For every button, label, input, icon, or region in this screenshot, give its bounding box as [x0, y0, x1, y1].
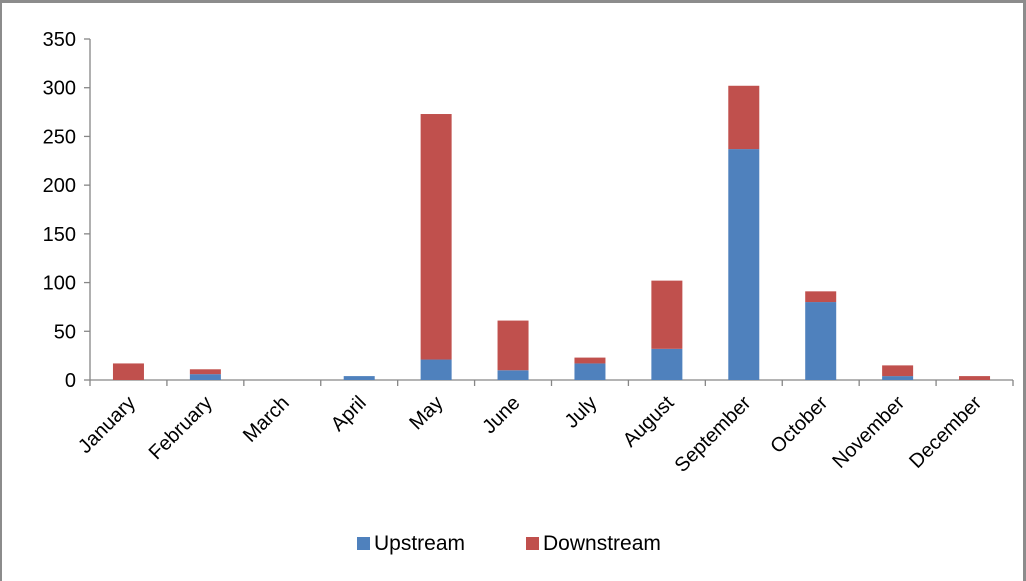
frame-border-top [0, 0, 1026, 3]
x-category-label: May [405, 392, 447, 434]
bar-downstream-december [959, 376, 991, 380]
y-axis-tick-labels: 0 50 100 150 200 250 300 350 [43, 29, 76, 392]
bar-upstream-may [420, 359, 452, 380]
x-category-label: July [561, 392, 602, 433]
chart-bars [112, 85, 991, 380]
x-category-label: November [828, 392, 909, 473]
y-tick-label: 50 [54, 321, 76, 343]
chart-axes [84, 38, 1014, 386]
x-category-label: March [239, 392, 294, 447]
y-tick-label: 0 [65, 370, 76, 392]
bar-downstream-may [420, 114, 452, 360]
bar-downstream-january [112, 363, 144, 380]
bar-downstream-february [189, 369, 221, 375]
bar-upstream-february [189, 374, 221, 380]
bar-upstream-october [805, 302, 837, 380]
bar-downstream-august [651, 280, 683, 349]
y-tick-label: 300 [43, 78, 76, 100]
y-tick-label: 350 [43, 29, 76, 51]
frame-border-left [0, 0, 2, 581]
legend-label-downstream: Downstream [543, 532, 661, 555]
bar-upstream-november [882, 376, 914, 380]
x-axis-category-labels: January February March April May June July Augu… [74, 392, 986, 477]
legend-swatch-upstream [357, 537, 370, 550]
legend-swatch-downstream [526, 537, 539, 550]
legend-label-upstream: Upstream [374, 532, 465, 555]
bar-downstream-june [497, 320, 529, 371]
y-tick-label: 150 [43, 224, 76, 246]
frame-border-right [1023, 0, 1026, 581]
bar-upstream-september [728, 149, 760, 380]
bar-downstream-october [805, 291, 837, 303]
bar-downstream-july [574, 357, 606, 364]
y-tick-label: 250 [43, 126, 76, 148]
bar-upstream-june [497, 370, 529, 380]
x-category-label: September [671, 392, 756, 477]
bar-upstream-august [651, 348, 683, 380]
bar-upstream-july [574, 363, 606, 380]
bar-upstream-april [343, 376, 375, 380]
y-tick-label: 100 [43, 273, 76, 295]
x-category-label: January [74, 392, 140, 458]
x-category-label: June [478, 392, 524, 438]
x-category-label: February [145, 392, 217, 464]
x-category-label: April [327, 392, 371, 436]
x-category-label: August [619, 392, 679, 452]
bar-downstream-november [882, 365, 914, 377]
bar-downstream-september [728, 85, 760, 150]
x-category-label: December [905, 392, 986, 473]
x-category-label: October [766, 392, 832, 458]
y-tick-label: 200 [43, 175, 76, 197]
chart-legend: Upstream Downstream [357, 532, 661, 555]
